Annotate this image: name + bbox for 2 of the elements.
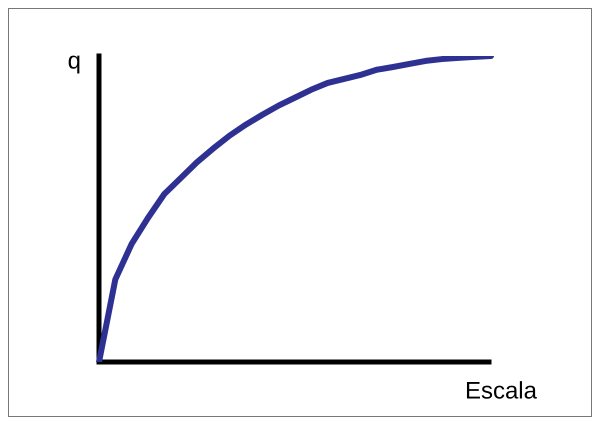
y-axis-title: q (68, 48, 81, 75)
x-axis-title: Escala (464, 378, 538, 405)
